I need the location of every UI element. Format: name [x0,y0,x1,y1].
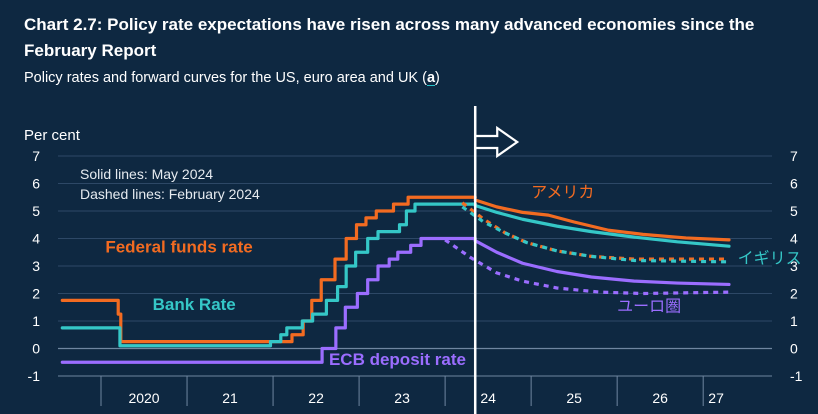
series-line-ecb-dashed [444,238,730,296]
series-line-uk-solid [473,203,731,248]
y-tick-label-right: 6 [790,176,798,192]
y-tick-label-right: 2 [790,286,798,302]
series-label-uk: Bank Rate [153,295,236,314]
series-label-ecb: ECB deposit rate [329,350,466,369]
y-tick-label-left: 2 [32,286,40,302]
y-tick-label-right: 1 [790,313,798,329]
chart-title: Chart 2.7: Policy rate expectations have… [24,15,755,60]
forward-arrow-icon [475,125,520,159]
y-tick-label-right: 5 [790,203,798,219]
x-tick-label: 27 [708,390,724,406]
series-line-uk-dashed [461,205,730,264]
legend-note: Dashed lines: February 2024 [80,186,260,202]
y-tick-label-right: 4 [790,231,798,247]
subtitle-text: Policy rates and forward curves for the … [24,70,427,86]
chart-subtitle: Policy rates and forward curves for the … [24,70,440,86]
y-tick-label-left: 1 [32,313,40,329]
series-line-ecb-solid [473,239,731,287]
x-tick-label: 22 [308,390,324,406]
y-tick-label-right: 0 [790,341,798,357]
footnote-link[interactable]: a [426,70,436,86]
y-tick-label-right: 3 [790,258,798,274]
series-line-ecb-step [60,236,477,364]
series-line-us-solid [473,198,731,242]
y-tick-label-right: 7 [790,148,798,164]
series-line-us-step [60,195,477,344]
series-label-uk: イギリス [738,249,802,267]
y-tick-label-left: 3 [32,258,40,274]
series-line-us-dashed [461,201,729,261]
legend-note: Solid lines: May 2024 [80,166,213,182]
series-label-ecb: ユーロ圏 [617,298,681,315]
subtitle-close: ) [435,70,440,86]
y-tick-label-left: 4 [32,231,40,247]
y-tick-label-left: 0 [32,341,40,357]
x-tick-label: 21 [222,390,238,406]
y-tick-label-left: 7 [32,148,40,164]
series-label-us: Federal funds rate [105,237,252,256]
x-tick-label: 23 [394,390,410,406]
y-tick-label-left: -1 [28,368,41,384]
y-tick-label-left: 5 [32,203,40,219]
x-tick-label: 25 [566,390,582,406]
series-label-us: アメリカ [531,184,594,201]
y-axis-label: Per cent [24,127,81,144]
y-tick-label-right: -1 [790,368,803,384]
series-line-uk-step [60,202,477,348]
y-tick-label-left: 6 [32,176,40,192]
x-tick-label: 24 [480,390,496,406]
x-tick-label: 26 [652,390,668,406]
x-tick-label: 2020 [128,390,159,406]
